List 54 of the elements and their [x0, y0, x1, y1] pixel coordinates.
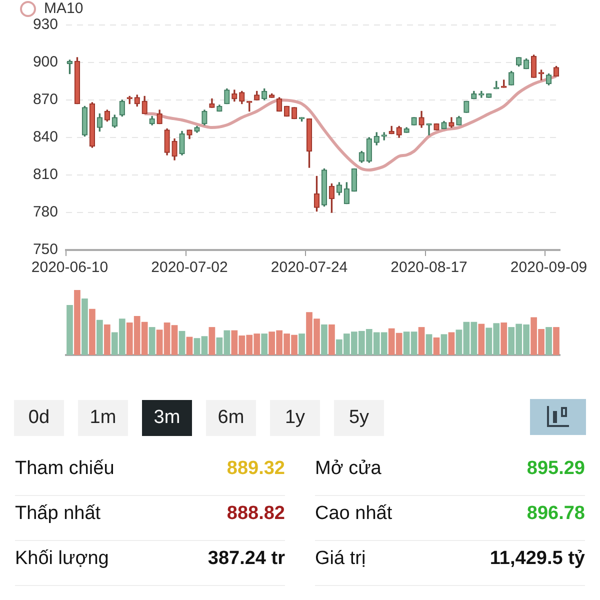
bar — [553, 327, 560, 355]
bar — [433, 337, 440, 355]
text: 1m — [78, 400, 128, 436]
y-tick-label: 870 — [32, 91, 58, 108]
y-tick-label: 930 — [32, 16, 58, 34]
bar — [89, 308, 96, 355]
x-tick-label: 2020-08-17 — [390, 259, 468, 276]
category-label: Giá trị — [315, 548, 366, 570]
text: 889.32 — [226, 458, 285, 479]
text: 3m — [142, 400, 192, 436]
bar — [66, 304, 73, 355]
category-label: Cao nhất — [315, 503, 392, 525]
y-tick-label: 810 — [32, 166, 58, 184]
text: 0d — [14, 400, 64, 436]
bar — [74, 290, 80, 355]
x-tick-label: 2020-09-09 — [510, 259, 588, 276]
text: 387.24 tr — [208, 548, 285, 569]
bar — [298, 334, 305, 355]
bar — [321, 324, 328, 355]
x-tick-label: 2020-07-02 — [151, 259, 228, 276]
category-label: Khối lượng — [15, 548, 109, 570]
bar — [500, 322, 508, 355]
bar — [208, 327, 216, 355]
text: 895.29 — [526, 458, 585, 479]
legend-label: MA10 — [44, 0, 84, 17]
category-label: Mở cửa — [315, 458, 382, 480]
text: 6m — [206, 400, 256, 436]
bar — [426, 334, 432, 355]
y-tick-label: 840 — [32, 128, 58, 146]
text: 888.82 — [226, 503, 285, 524]
bar — [478, 324, 485, 355]
text: 11,429.5 tỷ — [490, 548, 585, 569]
y-tick-label: 900 — [32, 54, 58, 71]
bar — [448, 332, 455, 355]
bar — [82, 298, 88, 355]
bar — [104, 324, 110, 355]
bar — [178, 330, 186, 355]
category-label: Tham chiếu — [15, 458, 114, 480]
text: 896.78 — [526, 503, 585, 524]
bar — [440, 334, 448, 355]
bar — [148, 327, 156, 355]
x-tick-label: 2020-07-24 — [270, 259, 348, 276]
bar — [261, 334, 268, 355]
bar — [96, 320, 103, 355]
category-label: Thấp nhất — [15, 503, 101, 525]
text: 1y — [270, 400, 320, 436]
bar — [186, 336, 193, 355]
y-tick-label: 780 — [32, 204, 58, 221]
text: 5y — [334, 400, 384, 436]
y-tick-label: 750 — [32, 241, 58, 258]
bar — [328, 324, 335, 355]
x-tick-label: 2020-06-10 — [31, 259, 108, 276]
bar — [418, 327, 425, 355]
bar — [546, 327, 552, 355]
